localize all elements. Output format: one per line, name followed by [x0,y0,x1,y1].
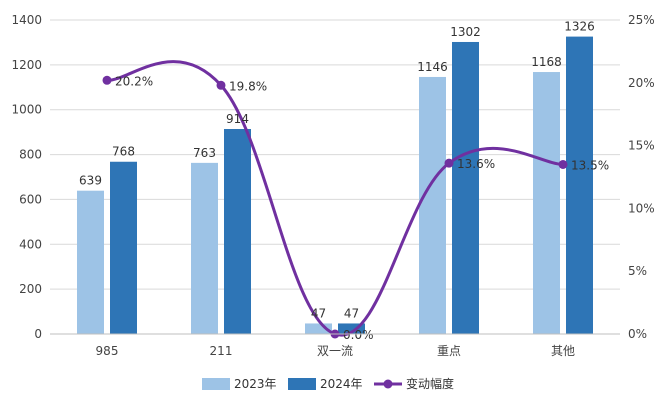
bar-value-label: 763 [193,146,216,160]
line-value-label: 19.8% [229,79,267,93]
bar-value-label: 1146 [417,60,448,74]
legend-marker [383,379,393,389]
legend-label: 2023年 [234,377,277,391]
bar-value-label: 914 [226,112,249,126]
change-line [102,60,568,339]
gridlines [50,19,620,290]
line-point [102,75,112,85]
bar [452,41,479,334]
line-value-label: 20.2% [115,74,153,88]
y-tick-label: 1200 [11,58,42,72]
y2-tick-label: 5% [628,264,647,278]
bar [419,76,446,335]
x-tick-label: 其他 [551,344,575,358]
x-tick-label: 985 [96,344,119,358]
line-value-label: 13.5% [571,158,609,172]
x-tick-label: 重点 [437,344,461,358]
y-tick-label: 400 [19,237,42,251]
bar-value-label: 768 [112,145,135,159]
legend: 2023年 2024年 变动幅度 [202,376,454,391]
y-tick-label: 200 [19,282,42,296]
y2-tick-label: 10% [628,201,655,215]
bar-value-label: 47 [344,306,359,320]
line-point [216,80,226,90]
bar-value-label: 1168 [531,55,562,69]
bar [224,129,251,334]
bar [305,323,332,334]
y-tick-label: 1400 [11,13,42,27]
bar [533,72,560,334]
line-value-label: 13.6% [457,157,495,171]
y-tick-label: 1000 [11,103,42,117]
y-tick-label: 0 [34,327,42,341]
bar-value-label: 1326 [564,20,595,34]
y-tick-label: 600 [19,192,42,206]
change-line-path [106,60,564,337]
bar [110,161,137,334]
x-tick-label: 双一流 [317,344,353,358]
legend-swatch [202,378,230,390]
bars [77,36,593,335]
legend-swatch [288,378,316,390]
y2-tick-label: 25% [628,13,655,27]
y2-tick-label: 15% [628,139,655,153]
x-tick-label: 211 [210,344,233,358]
line-point [444,158,454,168]
y2-tick-label: 20% [628,76,655,90]
bar [338,323,365,334]
bar [191,162,218,334]
legend-label: 2024年 [320,377,363,391]
y2-tick-label: 0% [628,327,647,341]
bar-value-label: 47 [311,306,326,320]
bar [77,190,104,334]
y-tick-label: 800 [19,148,42,162]
bar-value-label: 639 [79,174,102,188]
axes: 0 200 400 600 800 1000 1200 1400 0% 5% 10% 15% 20% 25… [11,13,654,358]
data-labels: 639 763 47 1146 1168 768 914 47 1302 1326 20.2% 19.… [79,20,609,342]
legend-label: 变动幅度 [406,376,454,391]
line-point [558,159,568,169]
bar-value-label: 1302 [450,25,481,39]
line-value-label: 0.0% [343,328,374,342]
bar [566,36,593,335]
